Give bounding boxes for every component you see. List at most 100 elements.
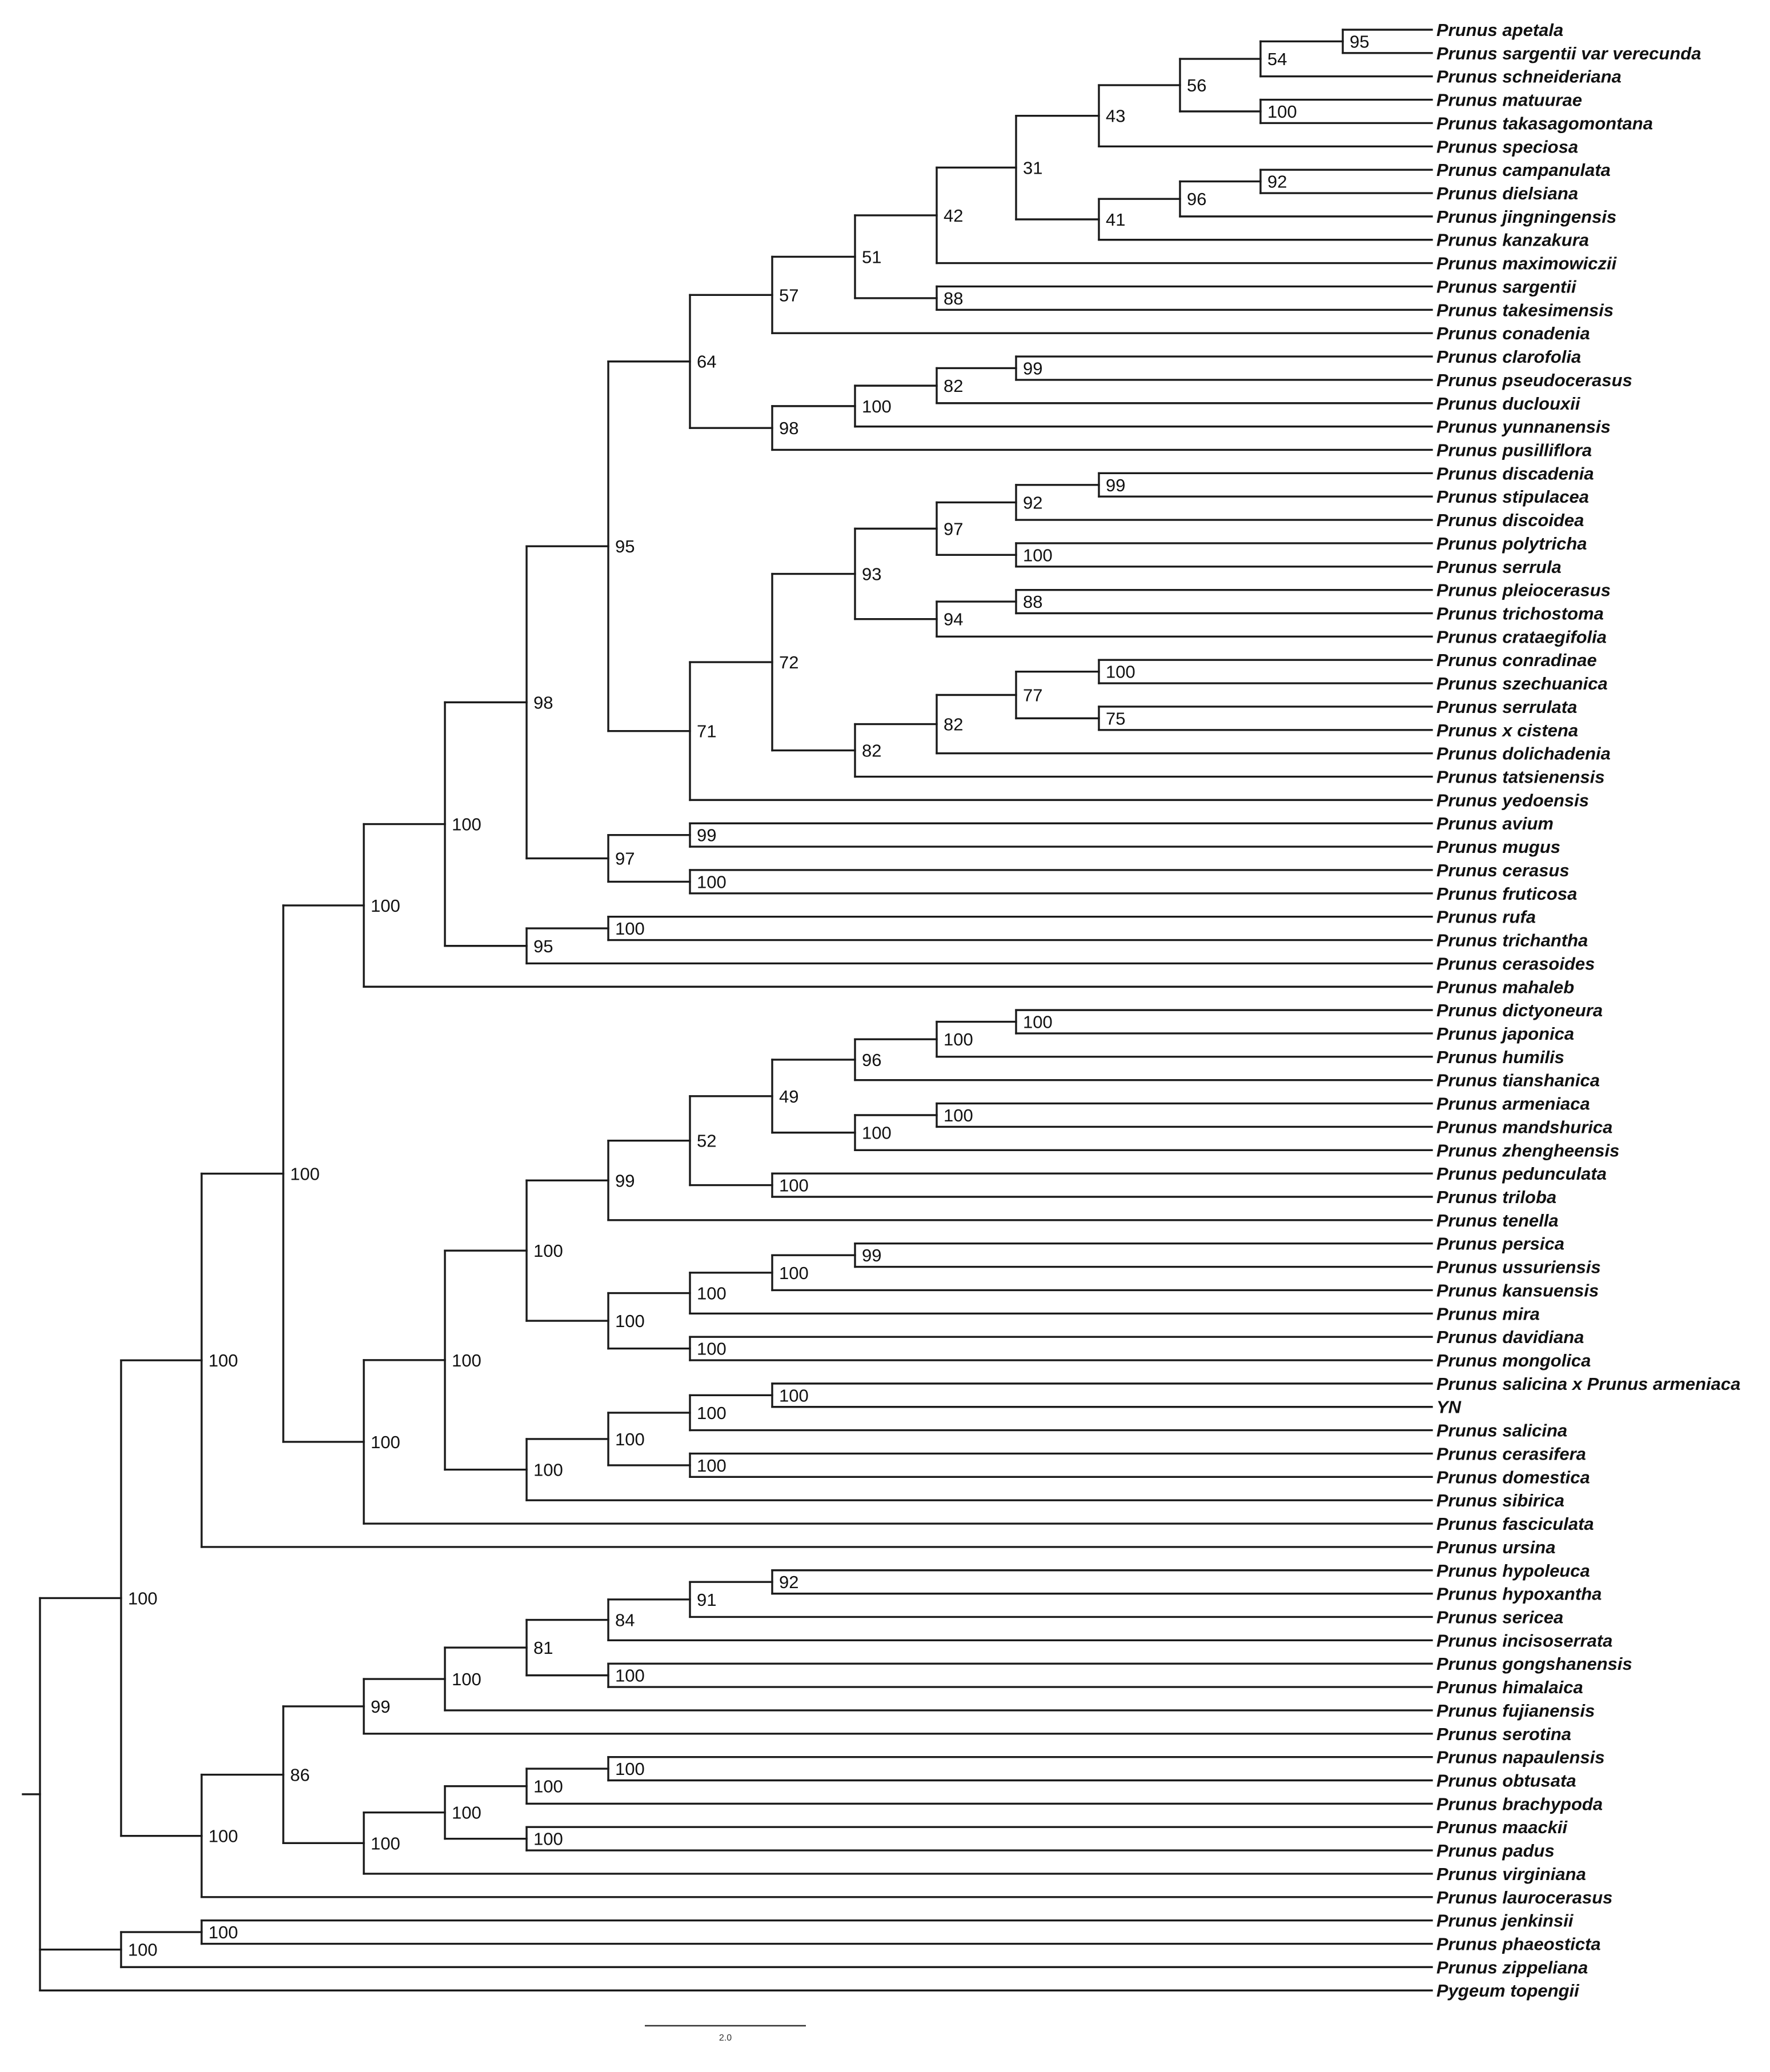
support-value: 64 (697, 352, 716, 372)
support-value: 100 (128, 1940, 158, 1960)
tip-label: Pygeum topengii (1436, 1981, 1580, 2001)
tip-label: Prunus hypoleuca (1436, 1561, 1590, 1581)
support-value: 41 (1106, 210, 1125, 230)
tip-label: Prunus mugus (1436, 837, 1560, 857)
tip-label: Prunus mongolica (1436, 1350, 1591, 1370)
support-value: 88 (944, 288, 963, 308)
tip-label: Prunus triloba (1436, 1187, 1556, 1207)
support-value: 96 (862, 1050, 881, 1070)
tip-label: Prunus stipulacea (1436, 487, 1589, 507)
support-value: 100 (944, 1029, 973, 1049)
tip-label: Prunus mandshurica (1436, 1117, 1612, 1137)
support-value: 100 (371, 1833, 400, 1853)
support-value: 100 (697, 1403, 727, 1423)
tip-label: Prunus domestica (1436, 1467, 1590, 1487)
tip-label: Prunus trichantha (1436, 931, 1588, 951)
tip-label: Prunus sibirica (1436, 1490, 1564, 1510)
tip-label: Prunus szechuanica (1436, 674, 1608, 694)
support-value: 99 (697, 825, 716, 845)
support-value: 100 (208, 1350, 238, 1370)
tip-label: Prunus brachypoda (1436, 1794, 1603, 1814)
tip-label: Prunus yedoensis (1436, 790, 1589, 810)
support-value: 52 (697, 1131, 716, 1151)
support-value: 100 (452, 815, 481, 835)
support-value: 82 (944, 715, 963, 735)
tip-label: Prunus incisoserrata (1436, 1630, 1612, 1650)
tip-label: Prunus napaulensis (1436, 1748, 1605, 1768)
support-value: 100 (615, 919, 645, 939)
support-value: 99 (1023, 358, 1042, 378)
tip-label: Prunus serrula (1436, 557, 1562, 577)
tip-label: Prunus kanzakura (1436, 230, 1589, 250)
tip-labels: Prunus apetala Prunus sargentii var verec… (1436, 20, 1740, 2001)
tip-label: Prunus fasciculata (1436, 1514, 1594, 1534)
tip-label: Prunus speciosa (1436, 137, 1578, 157)
support-value: 95 (533, 936, 553, 956)
tip-label: Prunus maximowiczii (1436, 254, 1618, 274)
support-value: 100 (533, 1777, 563, 1797)
tip-label: Prunus mira (1436, 1304, 1540, 1324)
support-value: 81 (533, 1638, 553, 1658)
tip-label: Prunus conradinae (1436, 650, 1597, 670)
tip-label: Prunus duclouxii (1436, 394, 1581, 414)
tree-branches (22, 29, 1433, 1991)
tip-label: Prunus sericea (1436, 1607, 1563, 1627)
tip-label: Prunus discoidea (1436, 510, 1584, 530)
tip-label: Prunus kansuensis (1436, 1280, 1599, 1300)
tip-label: Prunus dictyoneura (1436, 1000, 1603, 1020)
support-value: 100 (779, 1263, 809, 1283)
support-value: 100 (697, 1339, 727, 1359)
support-value: 100 (128, 1588, 158, 1608)
support-value: 97 (944, 519, 963, 539)
support-value: 42 (944, 206, 963, 226)
tip-label: Prunus zhengheensis (1436, 1140, 1619, 1160)
tip-label: Prunus sargentii (1436, 276, 1577, 296)
tip-label: Prunus avium (1436, 813, 1554, 833)
tip-label-highlighted: YN (1436, 1397, 1462, 1417)
support-value: 94 (944, 610, 963, 630)
support-value: 51 (862, 247, 881, 267)
tip-label: Prunus rufa (1436, 907, 1536, 927)
support-value: 98 (779, 418, 798, 438)
support-value: 71 (697, 722, 716, 742)
tip-label: Prunus tenella (1436, 1211, 1559, 1231)
tip-label: Prunus yunnanensis (1436, 417, 1611, 437)
tip-label: Prunus ussuriensis (1436, 1257, 1601, 1277)
support-value: 100 (779, 1385, 809, 1405)
tip-label: Prunus pleiocerasus (1436, 580, 1611, 600)
tip-label: Prunus cerasoides (1436, 953, 1595, 973)
tip-label: Prunus pusilliflora (1436, 440, 1592, 460)
tip-label: Prunus tatsienensis (1436, 767, 1605, 787)
support-value: 75 (1106, 708, 1125, 728)
tip-label: Prunus salicina x Prunus armeniaca (1436, 1374, 1740, 1394)
tip-label: Prunus pedunculata (1436, 1164, 1607, 1184)
support-value: 82 (944, 376, 963, 396)
support-value: 99 (371, 1697, 390, 1717)
support-value: 72 (779, 652, 798, 672)
support-value: 57 (779, 285, 798, 305)
tip-label: Prunus fruticosa (1436, 884, 1577, 904)
support-value: 100 (615, 1429, 645, 1449)
tip-label: Prunus humilis (1436, 1047, 1564, 1067)
support-value: 100 (1023, 545, 1053, 565)
tip-label: Prunus obtusata (1436, 1771, 1576, 1791)
support-value: 100 (452, 1350, 481, 1370)
tip-label: Prunus x cistena (1436, 720, 1578, 740)
support-value: 100 (862, 1123, 892, 1143)
tip-label: Prunus armeniaca (1436, 1094, 1590, 1114)
support-value: 100 (290, 1164, 320, 1184)
tip-label: Prunus schneideriana (1436, 67, 1622, 87)
support-value: 84 (615, 1610, 635, 1630)
support-value: 100 (452, 1669, 481, 1689)
tip-label: Prunus polytricha (1436, 534, 1587, 554)
tip-label: Prunus mahaleb (1436, 977, 1574, 997)
support-value: 93 (862, 564, 881, 584)
tip-label: Prunus japonica (1436, 1024, 1574, 1044)
tip-label: Prunus dielsiana (1436, 183, 1578, 203)
support-value: 100 (208, 1922, 238, 1942)
support-value: 91 (697, 1590, 716, 1610)
support-value: 100 (862, 396, 892, 416)
tip-label: Prunus serotina (1436, 1724, 1571, 1744)
tip-label: Prunus dolichadenia (1436, 744, 1611, 764)
